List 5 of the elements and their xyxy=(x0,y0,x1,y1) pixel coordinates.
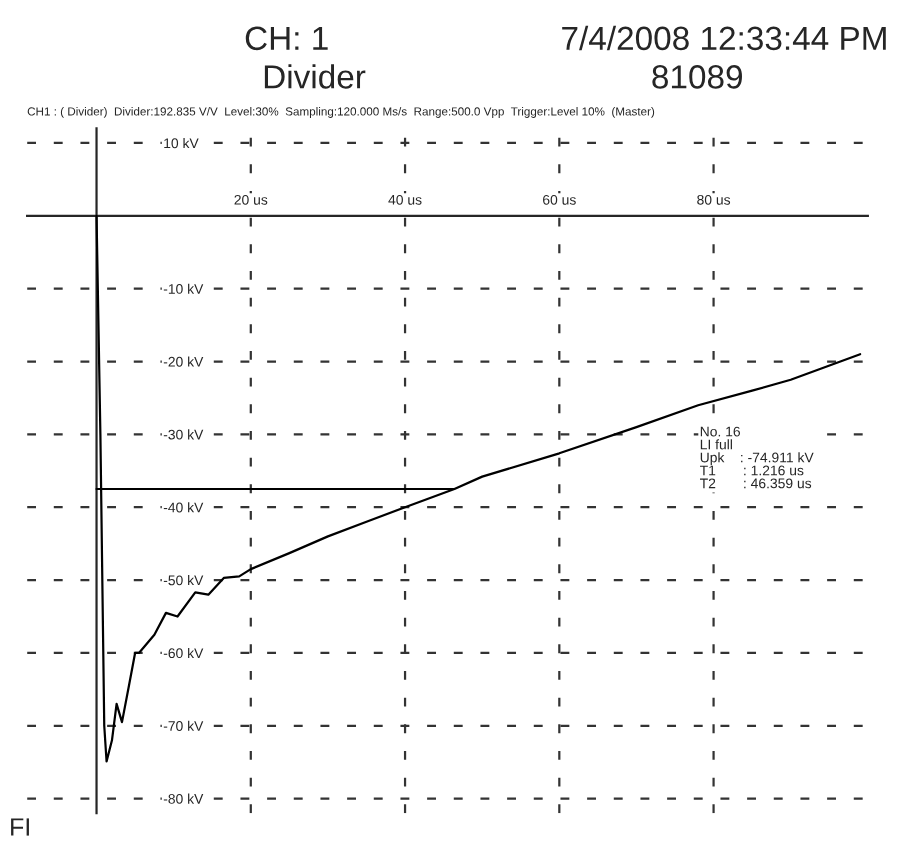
text: Divider xyxy=(264,64,366,89)
chart-title: CH: 1 xyxy=(245,26,328,51)
text: 81089 xyxy=(652,65,742,89)
text: FI xyxy=(11,818,29,836)
text: 7/4/2008 12:33:44 PM xyxy=(562,25,886,51)
